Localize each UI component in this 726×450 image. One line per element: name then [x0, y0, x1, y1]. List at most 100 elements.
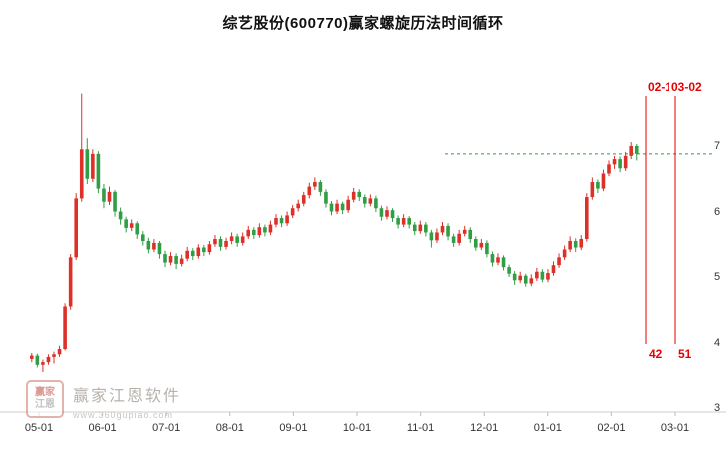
y-axis-label: 4 [714, 336, 721, 349]
candle-body [296, 203, 300, 209]
candle-body [52, 354, 56, 357]
y-axis-label: 7 [714, 140, 721, 152]
candle-body [74, 198, 78, 258]
candle-body [546, 273, 550, 280]
candle-body [190, 250, 195, 257]
candle-body [335, 203, 339, 212]
candle-body [30, 355, 34, 359]
candle-body [279, 218, 284, 224]
brand-name: 赢家江恩软件 [73, 388, 182, 405]
candle-body [479, 242, 484, 248]
candle-body [557, 257, 561, 266]
candle-body [285, 215, 289, 224]
candle-body [174, 256, 178, 264]
candle-body [46, 356, 51, 363]
candle-body [235, 236, 239, 243]
candle-body [401, 218, 406, 225]
candle-body [129, 223, 134, 228]
candle-body [590, 182, 595, 198]
logo-text-bottom: 江恩 [35, 399, 55, 410]
candle-body [107, 191, 112, 202]
x-axis-label: 03-01 [660, 422, 690, 434]
candle-body [290, 208, 295, 216]
candle-body [579, 239, 584, 248]
candle-body [596, 182, 600, 189]
candle-body [568, 240, 572, 250]
candle-body [573, 240, 578, 248]
x-axis-label: 09-01 [279, 422, 308, 434]
candle-body [601, 173, 606, 189]
candle-body [224, 240, 228, 247]
watermark-text: 赢家江恩软件 www.360gupiao.com [73, 380, 181, 420]
candle-body [585, 197, 589, 240]
candle-body [379, 208, 384, 217]
candle-body [252, 229, 256, 236]
candle-body [424, 224, 428, 233]
candle-body [468, 229, 473, 240]
candle-body [157, 242, 162, 255]
candle-body [612, 159, 617, 165]
candle-body [562, 249, 567, 258]
candle-body [218, 239, 223, 247]
candle-body [507, 267, 511, 274]
x-axis-label: 06-01 [88, 422, 117, 434]
candle-body [385, 210, 389, 217]
candle-body [512, 273, 517, 281]
candle-body [324, 191, 328, 204]
candle-body [607, 164, 611, 174]
candle-body [501, 257, 506, 268]
candle-body [68, 257, 73, 307]
candle-body [257, 227, 262, 236]
candle-body [307, 186, 312, 196]
candle-body [457, 233, 461, 243]
candle-body [41, 362, 45, 365]
candle-body [213, 239, 217, 245]
x-axis-label: 02-01 [597, 422, 626, 434]
candle-body [368, 198, 373, 204]
candle-body [168, 256, 173, 263]
candle-body [96, 153, 101, 189]
candle-body [496, 257, 500, 263]
y-axis-label: 5 [714, 271, 721, 283]
y-axis-label: 6 [714, 205, 721, 218]
cycle-count-label-2: 51 [678, 347, 692, 361]
candle-body [229, 236, 234, 241]
candle-body [363, 197, 367, 204]
candle-body [85, 149, 90, 179]
candle-body [412, 224, 417, 232]
candle-body [351, 191, 356, 200]
candle-body [518, 275, 522, 281]
cycle-date-label-2: 03-02 [669, 80, 702, 94]
candle-body [396, 218, 400, 225]
candle-body [35, 355, 40, 365]
candle-body [407, 218, 411, 225]
candle-body [490, 254, 495, 263]
brand-logo-icon: 赢家 江恩 [26, 380, 64, 418]
x-axis-label: 12-01 [470, 422, 499, 434]
candle-body [207, 244, 212, 253]
cycle-count-label-1: 42 [649, 347, 663, 361]
candle-body [152, 242, 156, 250]
candle-body [313, 182, 317, 187]
x-axis-label: 07-01 [152, 422, 181, 434]
candle-body [263, 227, 267, 233]
candle-body [634, 146, 639, 154]
x-axis-label: 01-01 [533, 422, 562, 434]
candle-body [196, 247, 201, 257]
candle-body [163, 254, 167, 263]
candle-body [523, 275, 528, 284]
candle-body [429, 232, 434, 241]
candle-body [418, 224, 423, 232]
candle-body [623, 155, 628, 169]
candle-body [179, 258, 184, 264]
y-axis-label: 3 [714, 402, 721, 414]
candle-body [79, 149, 84, 199]
candle-body [390, 210, 395, 219]
candle-body [540, 271, 545, 280]
x-axis-label: 08-01 [215, 422, 244, 434]
candle-body [318, 182, 323, 192]
candle-body [462, 229, 467, 234]
brand-url: www.360gupiao.com [73, 410, 174, 420]
candle-body [102, 188, 106, 202]
candle-body [274, 218, 278, 225]
